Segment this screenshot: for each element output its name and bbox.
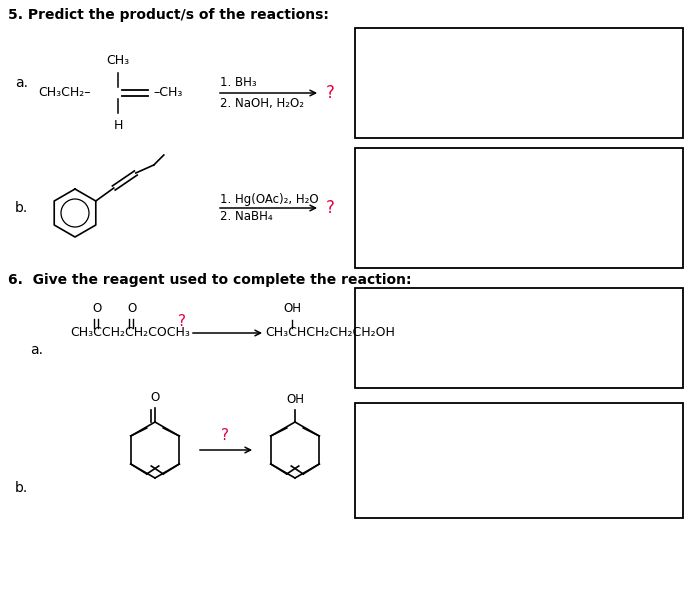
Text: 2. NaBH₄: 2. NaBH₄ — [220, 209, 272, 222]
Text: O: O — [127, 302, 136, 315]
Text: ?: ? — [326, 199, 335, 217]
Text: b.: b. — [15, 481, 28, 495]
Text: ?: ? — [178, 313, 186, 328]
Text: CH₃CH₂–: CH₃CH₂– — [38, 87, 90, 99]
Text: O: O — [150, 391, 160, 404]
Text: CH₃: CH₃ — [106, 54, 130, 67]
Text: CH₃CHCH₂CH₂CH₂OH: CH₃CHCH₂CH₂CH₂OH — [265, 327, 395, 340]
Text: 2. NaOH, H₂O₂: 2. NaOH, H₂O₂ — [220, 96, 304, 109]
Bar — [355, 403, 683, 518]
Text: 5. Predict the product/s of the reactions:: 5. Predict the product/s of the reaction… — [8, 8, 329, 22]
Text: OH: OH — [283, 302, 301, 315]
Text: –CH₃: –CH₃ — [153, 87, 183, 99]
Text: a.: a. — [15, 76, 28, 90]
Text: 6.  Give the reagent used to complete the reaction:: 6. Give the reagent used to complete the… — [8, 273, 412, 287]
Text: 1. BH₃: 1. BH₃ — [220, 77, 257, 90]
Bar — [355, 148, 683, 268]
Bar — [355, 288, 683, 388]
Text: O: O — [92, 302, 102, 315]
Text: a.: a. — [30, 343, 43, 357]
Text: 1. Hg(OAc)₂, H₂O: 1. Hg(OAc)₂, H₂O — [220, 194, 318, 206]
Text: CH₃CCH₂CH₂COCH₃: CH₃CCH₂CH₂COCH₃ — [70, 327, 190, 340]
Text: b.: b. — [15, 201, 28, 215]
Text: ?: ? — [221, 429, 229, 444]
Bar — [355, 28, 683, 138]
Text: ?: ? — [326, 84, 335, 102]
Text: H: H — [113, 119, 122, 132]
Text: OH: OH — [286, 393, 304, 406]
